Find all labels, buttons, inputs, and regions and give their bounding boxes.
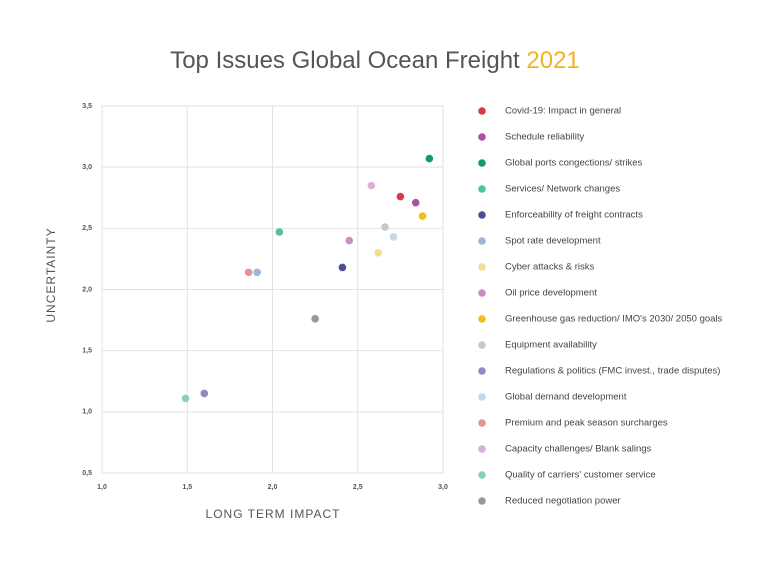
legend-label: Regulations & politics (FMC invest., tra… bbox=[505, 366, 720, 377]
legend-label: Global demand development bbox=[505, 392, 627, 403]
x-tick-label: 1,5 bbox=[182, 484, 192, 491]
legend-label: Global ports congections/ strikes bbox=[505, 158, 643, 169]
data-point bbox=[425, 154, 434, 163]
legend-marker bbox=[478, 263, 486, 271]
data-point bbox=[253, 268, 261, 277]
data-point bbox=[200, 389, 209, 398]
legend-marker bbox=[478, 367, 486, 375]
legend-marker bbox=[478, 341, 486, 349]
legend-marker bbox=[478, 419, 486, 427]
data-point bbox=[418, 212, 427, 220]
legend-marker bbox=[478, 445, 486, 453]
legend-marker bbox=[478, 289, 486, 297]
data-point bbox=[411, 198, 420, 207]
legend-label: Covid-19: Impact in general bbox=[505, 106, 621, 117]
legend-marker bbox=[478, 497, 486, 505]
y-axis-label: UNCERTAINTY bbox=[44, 227, 58, 322]
x-tick-label: 2,5 bbox=[353, 484, 363, 491]
legend-label: Equipment availability bbox=[505, 340, 597, 351]
legend-label: Enforceability of freight contracts bbox=[505, 210, 643, 221]
x-tick-label: 1,0 bbox=[97, 484, 107, 491]
x-tick-label: 2,0 bbox=[268, 484, 278, 491]
data-point bbox=[367, 181, 376, 190]
legend-label: Capacity challenges/ Blank salings bbox=[505, 444, 652, 455]
legend-label: Spot rate development bbox=[505, 236, 601, 247]
y-tick-label: 1,0 bbox=[82, 409, 92, 416]
legend-label: Quality of carriers' customer service bbox=[505, 470, 656, 481]
legend-marker bbox=[478, 471, 486, 479]
data-point bbox=[275, 228, 284, 236]
legend-label: Cyber attacks & risks bbox=[505, 262, 594, 273]
legend-marker bbox=[478, 185, 486, 193]
y-tick-label: 3,0 bbox=[82, 164, 92, 171]
y-tick-label: 3,5 bbox=[82, 103, 92, 110]
legend-marker bbox=[478, 211, 486, 219]
data-point bbox=[345, 236, 354, 245]
data-point bbox=[381, 223, 389, 231]
data-point bbox=[244, 268, 253, 277]
legend-marker bbox=[478, 237, 486, 245]
data-point bbox=[311, 315, 319, 323]
legend-marker bbox=[478, 133, 486, 141]
x-axis-label: LONG TERM IMPACT bbox=[206, 507, 341, 521]
data-point bbox=[338, 263, 347, 272]
legend-marker bbox=[478, 393, 486, 401]
legend-label: Reduced negotiation power bbox=[505, 496, 621, 507]
data-point bbox=[396, 192, 405, 201]
legend-marker bbox=[478, 107, 486, 115]
y-tick-label: 1,5 bbox=[82, 348, 92, 355]
data-point bbox=[181, 394, 190, 403]
legend-marker bbox=[478, 159, 486, 167]
x-tick-label: 3,0 bbox=[438, 484, 448, 491]
legend-label: Greenhouse gas reduction/ IMO's 2030/ 20… bbox=[505, 314, 723, 325]
y-tick-label: 0,5 bbox=[82, 470, 92, 477]
legend-label: Premium and peak season surcharges bbox=[505, 418, 668, 429]
chart-title: Top Issues Global Ocean Freight 2021 bbox=[170, 47, 580, 74]
y-tick-label: 2,0 bbox=[82, 286, 92, 293]
legend-label: Oil price development bbox=[505, 288, 597, 299]
data-point bbox=[389, 233, 398, 241]
legend-label: Services/ Network changes bbox=[505, 184, 620, 195]
legend-marker bbox=[478, 315, 486, 323]
title-highlight: 2021 bbox=[526, 47, 579, 74]
y-tick-label: 2,5 bbox=[82, 225, 92, 232]
legend-label: Schedule reliability bbox=[505, 132, 584, 143]
title-main: Top Issues Global Ocean Freight bbox=[170, 47, 520, 74]
data-point bbox=[374, 249, 383, 257]
